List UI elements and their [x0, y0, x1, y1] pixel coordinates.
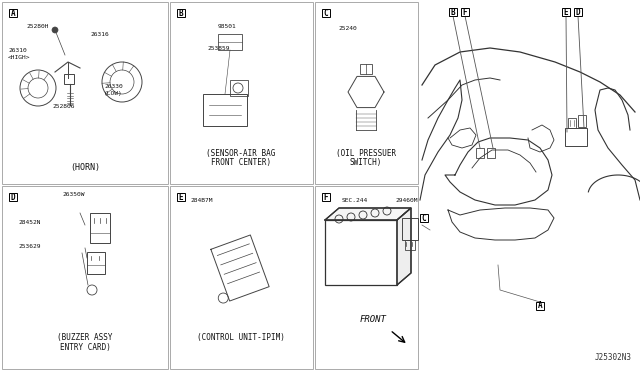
Text: B: B: [179, 9, 183, 17]
Text: 98501: 98501: [218, 24, 237, 29]
Bar: [315, 2, 418, 184]
Bar: [578, 115, 586, 127]
Bar: [218, 34, 242, 50]
Bar: [562, 8, 570, 16]
Text: 26316: 26316: [90, 32, 109, 37]
Text: (SENSOR-AIR BAG: (SENSOR-AIR BAG: [206, 149, 276, 158]
Text: 28452N: 28452N: [18, 220, 40, 225]
Text: A: A: [11, 9, 15, 17]
Bar: [420, 214, 428, 222]
Bar: [536, 302, 544, 310]
Text: FRONT: FRONT: [360, 315, 387, 324]
Text: (HORN): (HORN): [70, 163, 100, 172]
Text: 253859: 253859: [207, 46, 230, 51]
Text: C: C: [324, 9, 328, 17]
Bar: [574, 8, 582, 16]
Bar: [461, 8, 469, 16]
Text: E: E: [564, 7, 568, 16]
Bar: [170, 186, 313, 369]
Text: (OIL PRESSUER: (OIL PRESSUER: [336, 149, 396, 158]
Bar: [315, 186, 418, 369]
Text: 26310: 26310: [8, 48, 27, 53]
Bar: [90, 213, 110, 243]
Bar: [476, 148, 484, 158]
Bar: [322, 193, 330, 201]
Text: FRONT CENTER): FRONT CENTER): [211, 158, 271, 167]
Bar: [203, 94, 247, 126]
Bar: [230, 80, 248, 96]
Bar: [87, 252, 105, 274]
Text: (CONTROL UNIT-IPIM): (CONTROL UNIT-IPIM): [197, 333, 285, 342]
Text: 284B7M: 284B7M: [190, 198, 212, 203]
Text: D: D: [576, 7, 580, 16]
Bar: [565, 128, 587, 146]
Text: 253629: 253629: [18, 244, 40, 249]
Text: 25280H: 25280H: [26, 24, 49, 29]
Text: J25302N3: J25302N3: [595, 353, 632, 362]
Text: (LOW): (LOW): [104, 91, 123, 96]
Text: 252806: 252806: [52, 104, 74, 109]
Bar: [360, 64, 372, 74]
Bar: [9, 9, 17, 17]
Text: C: C: [422, 214, 426, 222]
Text: 26330: 26330: [104, 84, 123, 89]
Text: 25240: 25240: [338, 26, 356, 31]
Text: <HIGH>: <HIGH>: [8, 55, 31, 60]
Bar: [322, 9, 330, 17]
Bar: [568, 118, 576, 128]
Polygon shape: [325, 208, 411, 220]
Text: 26350W: 26350W: [62, 192, 84, 197]
Bar: [2, 2, 168, 184]
Text: SEC.244: SEC.244: [342, 198, 368, 203]
Bar: [177, 193, 185, 201]
Bar: [487, 148, 495, 158]
Text: ENTRY CARD): ENTRY CARD): [60, 343, 111, 352]
Text: A: A: [538, 301, 542, 311]
Text: F: F: [324, 192, 328, 202]
Text: SWITCH): SWITCH): [350, 158, 382, 167]
Bar: [64, 74, 74, 84]
Text: E: E: [179, 192, 183, 202]
Text: 29460M: 29460M: [395, 198, 417, 203]
Circle shape: [52, 27, 58, 33]
Bar: [2, 186, 168, 369]
Bar: [405, 240, 415, 250]
Bar: [325, 220, 397, 285]
Text: (BUZZER ASSY: (BUZZER ASSY: [57, 333, 113, 342]
Text: B: B: [451, 7, 455, 16]
Text: D: D: [11, 192, 15, 202]
Bar: [170, 2, 313, 184]
Bar: [9, 193, 17, 201]
Bar: [449, 8, 457, 16]
Text: F: F: [463, 7, 467, 16]
Polygon shape: [397, 208, 411, 285]
Bar: [177, 9, 185, 17]
Bar: [402, 218, 418, 240]
